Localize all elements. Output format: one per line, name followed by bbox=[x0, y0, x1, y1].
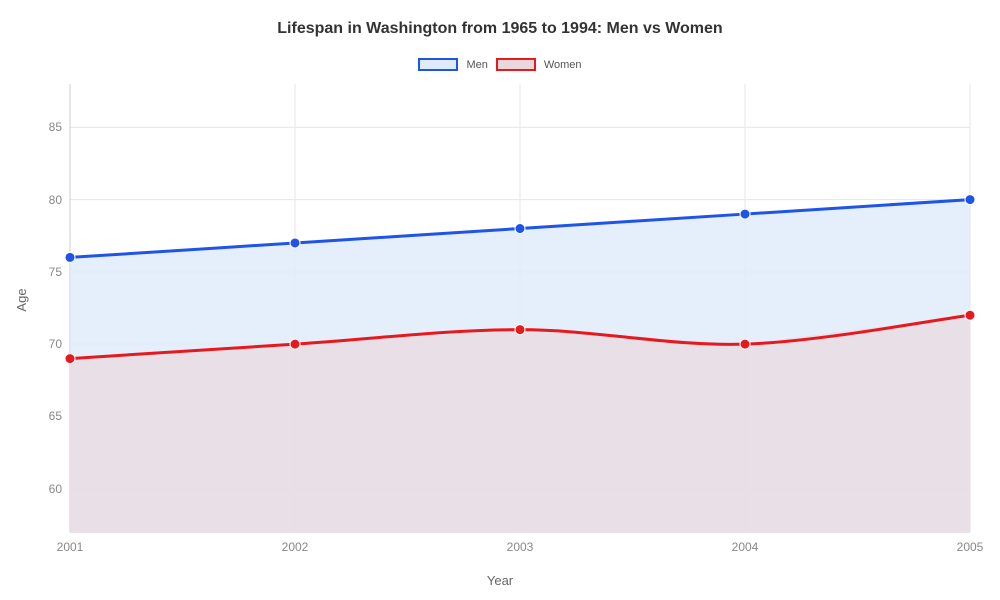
x-tick-label: 2001 bbox=[57, 540, 84, 554]
y-tick-label: 65 bbox=[49, 409, 62, 423]
plot-svg bbox=[70, 84, 970, 532]
legend: Men Women bbox=[0, 58, 1000, 71]
x-tick-label: 2005 bbox=[957, 540, 984, 554]
chart-title: Lifespan in Washington from 1965 to 1994… bbox=[0, 20, 1000, 38]
y-tick-label: 85 bbox=[49, 120, 62, 134]
x-tick-label: 2004 bbox=[732, 540, 759, 554]
y-tick-label: 75 bbox=[49, 265, 62, 279]
y-tick-label: 70 bbox=[49, 337, 62, 351]
legend-label-men: Men bbox=[466, 59, 487, 71]
plot-area: 60657075808520012002200320042005 bbox=[70, 84, 970, 532]
legend-label-women: Women bbox=[544, 59, 582, 71]
chart-container: Lifespan in Washington from 1965 to 1994… bbox=[0, 0, 1000, 600]
x-axis-label: Year bbox=[0, 573, 1000, 588]
x-tick-label: 2003 bbox=[507, 540, 534, 554]
x-tick-label: 2002 bbox=[282, 540, 309, 554]
y-tick-label: 60 bbox=[49, 482, 62, 496]
y-axis-label: Age bbox=[14, 288, 29, 311]
y-tick-label: 80 bbox=[49, 193, 62, 207]
legend-swatch-women bbox=[496, 58, 536, 71]
legend-swatch-men bbox=[418, 58, 458, 71]
